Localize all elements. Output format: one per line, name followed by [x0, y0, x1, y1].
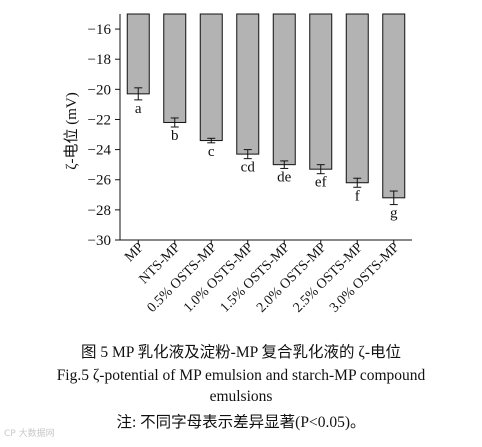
- figure-caption-english: Fig.5 ζ-potential of MP emulsion and sta…: [56, 367, 426, 384]
- significance-label: cd: [241, 160, 256, 176]
- bar: [126, 13, 150, 95]
- bar: [199, 13, 223, 142]
- y-axis-title: ζ-电位 (mV): [63, 92, 80, 169]
- y-tick-label: −18: [88, 52, 111, 68]
- bar: [272, 13, 296, 166]
- y-tick-label: −16: [88, 22, 112, 38]
- bar: [382, 13, 406, 199]
- figure-caption-english-continued: emulsions: [209, 388, 273, 405]
- x-tick-label: MP: [122, 240, 147, 265]
- bar: [236, 13, 260, 155]
- y-tick-label: −20: [88, 82, 111, 98]
- y-tick-label: −24: [88, 143, 112, 159]
- y-tick-label: −22: [88, 112, 111, 128]
- significance-label: ef: [315, 175, 327, 191]
- y-tick-label: −26: [88, 173, 112, 189]
- y-tick-label: −30: [88, 233, 111, 249]
- watermark: CP 大数据网: [4, 429, 55, 439]
- significance-label: a: [135, 101, 142, 117]
- significance-label: de: [277, 169, 292, 185]
- figure-caption-chinese: 图 5 MP 乳化液及淀粉-MP 复合乳化液的 ζ-电位: [80, 344, 402, 361]
- significance-label: c: [208, 144, 215, 160]
- significance-label: f: [355, 188, 360, 204]
- bar: [309, 13, 333, 170]
- y-tick-label: −28: [88, 203, 111, 219]
- chart: a b c cd de ef f g −16 −18 −20 −22 −24 −26 −28 −30 MP NTS…: [63, 13, 412, 316]
- bar: [163, 13, 187, 123]
- significance-label: b: [171, 128, 179, 144]
- figure-note: 注: 不同字母表示差异显著(P<0.05)。: [116, 414, 366, 431]
- significance-label: g: [390, 206, 398, 222]
- bar: [345, 13, 369, 184]
